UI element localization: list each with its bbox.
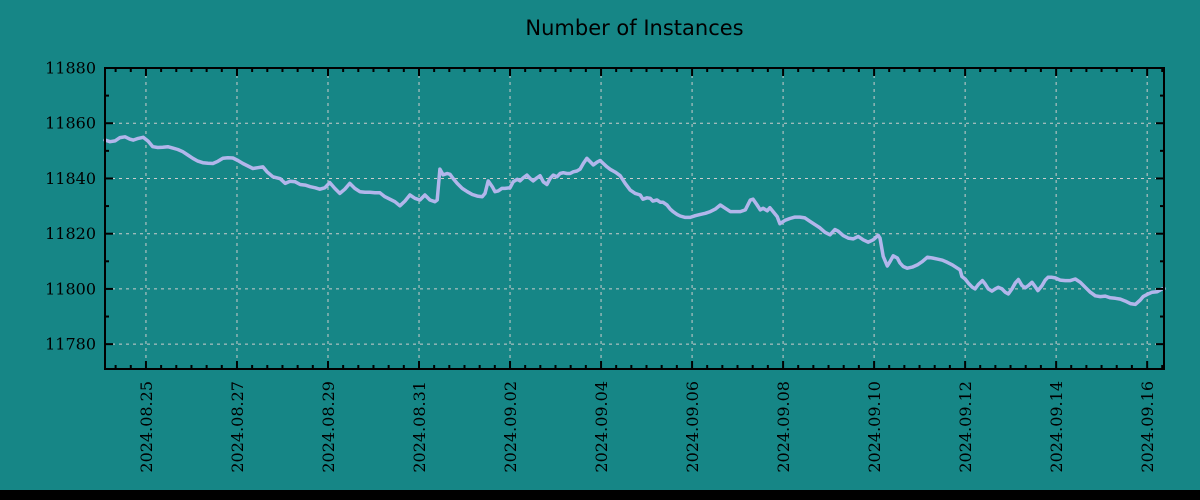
x-tick-label: 2024.09.08: [774, 381, 793, 473]
y-tick-label: 11800: [45, 279, 96, 298]
plot-border: [104, 67, 1165, 370]
x-tick-label: 2024.09.16: [1138, 381, 1157, 473]
x-tick-label: 2024.08.27: [228, 381, 247, 473]
x-tick-label: 2024.08.25: [137, 381, 156, 473]
x-tick-label: 2024.09.04: [592, 381, 611, 473]
y-tick-label: 11860: [45, 114, 96, 133]
bottom-edge-strip: [0, 490, 1200, 500]
x-tick-label: 2024.09.02: [501, 381, 520, 473]
y-tick-label: 11780: [45, 335, 96, 354]
x-tick-label: 2024.09.12: [956, 381, 975, 473]
chart-title: Number of Instances: [525, 16, 744, 40]
y-tick-label: 11820: [45, 224, 96, 243]
data-line: [103, 135, 1166, 307]
y-tick-label: 11840: [45, 169, 96, 188]
x-tick-label: 2024.09.06: [683, 381, 702, 473]
x-tick-label: 2024.08.29: [319, 381, 338, 473]
y-tick-label: 11880: [45, 59, 96, 78]
x-tick-label: 2024.09.10: [865, 381, 884, 473]
x-tick-label: 2024.08.31: [410, 381, 429, 473]
x-tick-label: 2024.09.14: [1047, 381, 1066, 473]
